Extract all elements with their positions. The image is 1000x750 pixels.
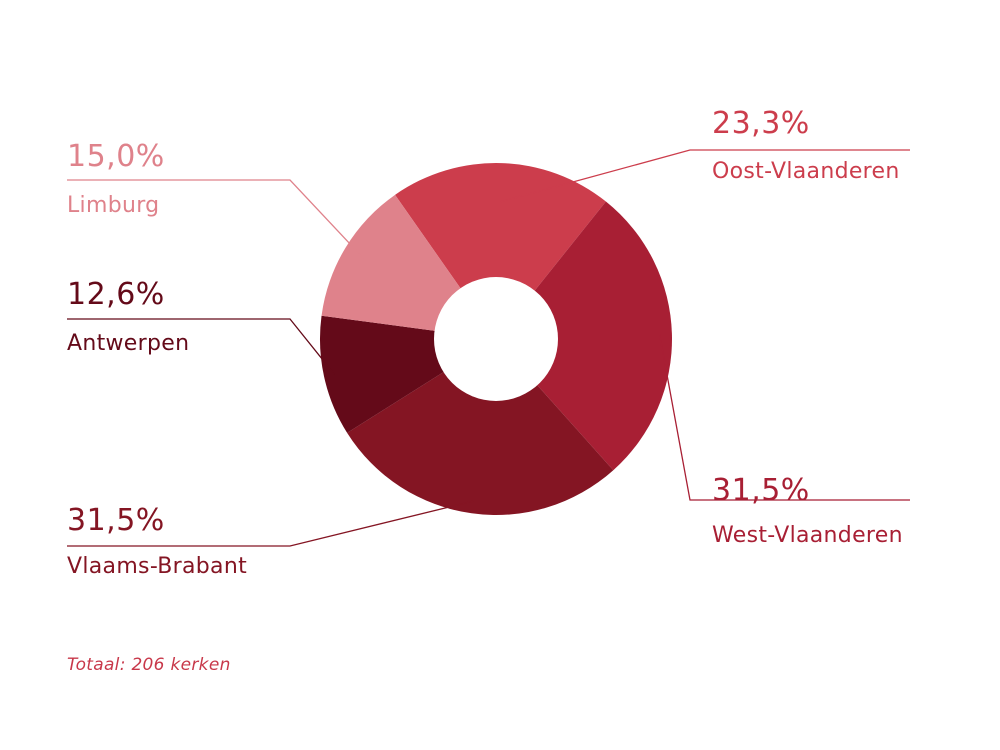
slice-percent-label: 31,5%	[712, 473, 810, 508]
donut-hole	[434, 277, 558, 401]
donut-slice-vlaams-brabant	[347, 339, 614, 515]
slice-labels: 23,3% Oost-Vlaanderen 31,5% West-Vlaanderen…	[67, 106, 903, 579]
leader-line	[67, 318, 335, 375]
slice-percent-label: 31,5%	[67, 503, 165, 538]
slice-name-label: Limburg	[67, 193, 159, 218]
donut-slice-oost-vlaanderen	[395, 163, 606, 339]
slice-name-label: Oost-Vlaanderen	[712, 159, 900, 184]
slice-name-label: Antwerpen	[67, 331, 189, 356]
leader-line	[500, 149, 910, 203]
leader-line	[67, 179, 365, 259]
slice-percent-label: 12,6%	[67, 277, 165, 312]
slice-name-label: West-Vlaanderen	[712, 523, 903, 548]
slice-percent-label: 23,3%	[712, 106, 810, 141]
slice-name-label: Vlaams-Brabant	[67, 554, 247, 579]
leader-line	[658, 334, 910, 501]
total-annotation: Totaal: 206 kerken	[67, 655, 231, 675]
leader-line	[67, 500, 474, 547]
leader-lines	[67, 149, 910, 547]
donut-slice-west-vlaanderen	[496, 201, 672, 471]
slice-percent-label: 15,0%	[67, 139, 165, 174]
